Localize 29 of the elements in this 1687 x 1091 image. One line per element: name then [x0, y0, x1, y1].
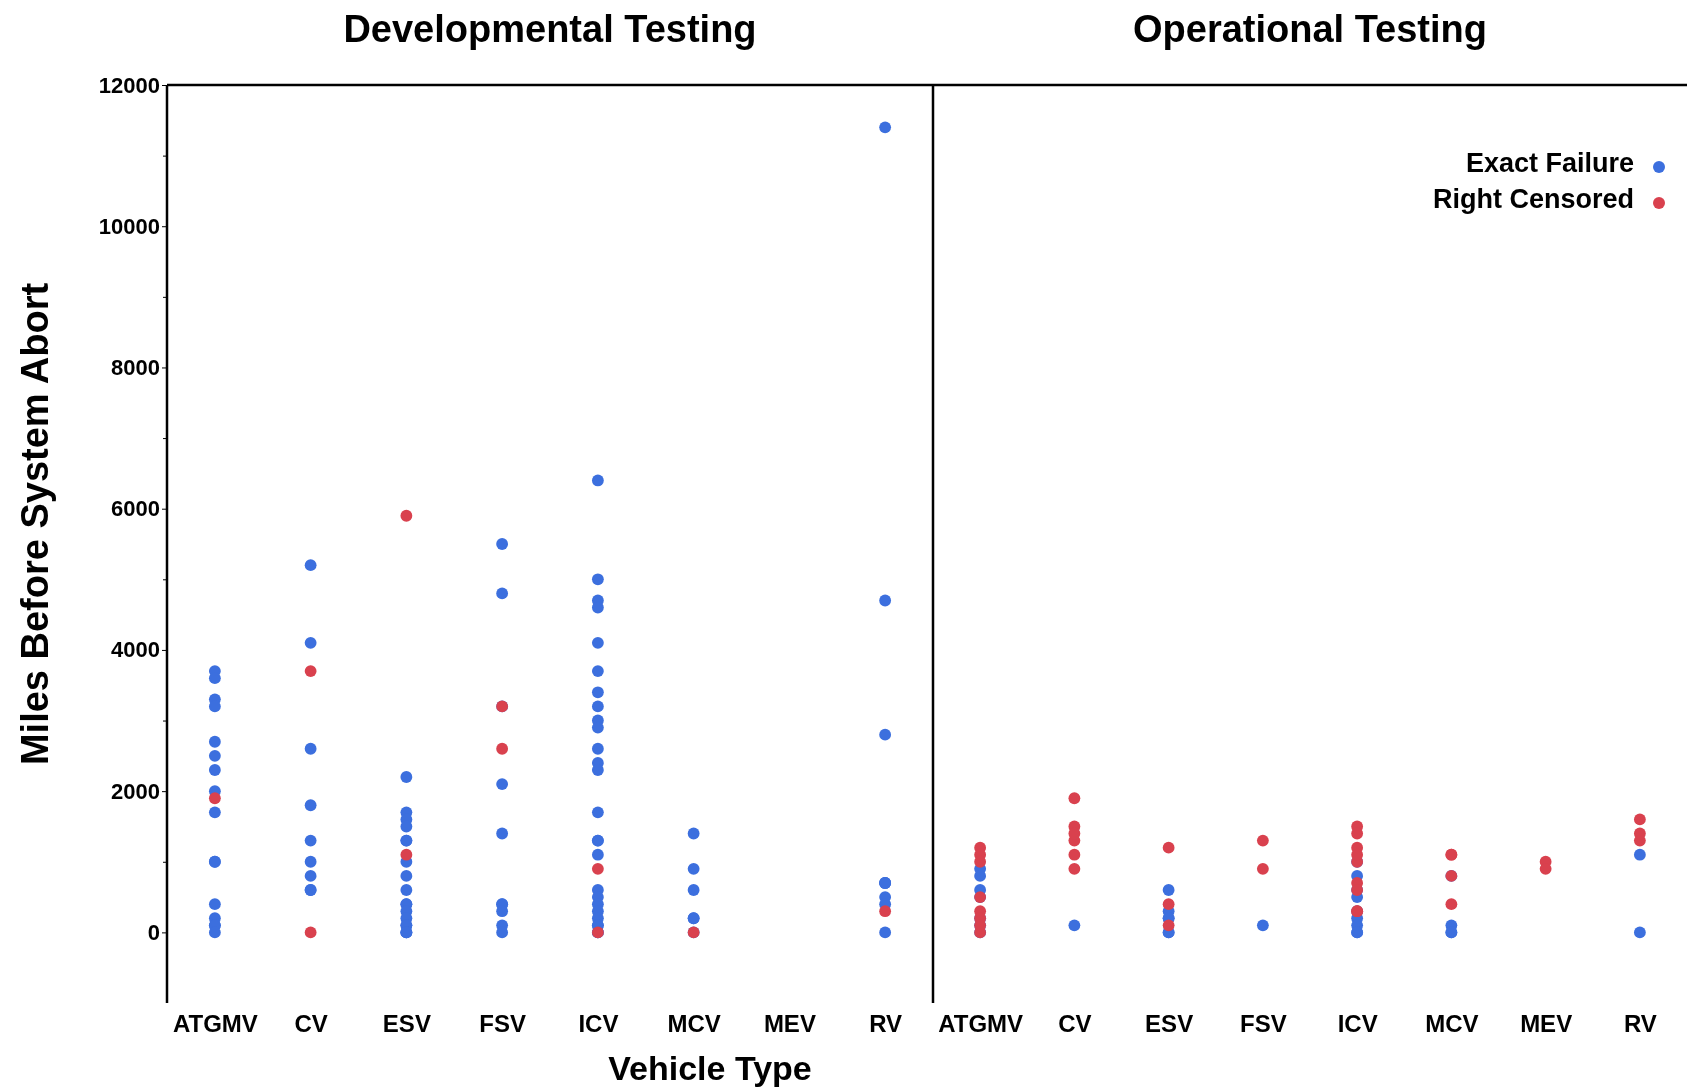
- x-tick-label: ATGMV: [172, 1010, 258, 1038]
- y-tick-label: 0: [147, 919, 160, 945]
- x-tick-label: FSV: [1240, 1010, 1287, 1038]
- x-tick-label: FSV: [479, 1010, 526, 1038]
- y-tick-label: 10000: [98, 213, 160, 239]
- y-tick-label: 6000: [111, 496, 160, 522]
- legend-label: Exact Failure: [1465, 148, 1634, 179]
- x-tick-label: ATGMV: [938, 1010, 1024, 1038]
- x-tick-label: RV: [869, 1010, 903, 1038]
- x-tick-label: ICV: [1337, 1010, 1378, 1038]
- x-tick-label: MCV: [1425, 1010, 1479, 1038]
- x-tick-label: RV: [1623, 1010, 1657, 1038]
- x-tick-label: CV: [294, 1010, 328, 1038]
- x-tick-label: MEV: [763, 1010, 816, 1038]
- chart-title: Developmental Testing: [343, 8, 757, 50]
- y-axis-title: Miles Before System Abort: [14, 282, 56, 766]
- x-axis-title: Vehicle Type: [608, 1049, 812, 1087]
- y-tick-label: 8000: [111, 355, 160, 380]
- x-tick-label: ESV: [1145, 1010, 1194, 1038]
- x-tick-label: ESV: [382, 1010, 431, 1038]
- chart-title: Operational Testing: [1132, 8, 1488, 50]
- x-tick-label: ICV: [578, 1010, 619, 1038]
- x-tick-label: MCV: [667, 1010, 721, 1038]
- y-tick-label: 12000: [98, 72, 160, 98]
- x-tick-label: CV: [1058, 1010, 1092, 1038]
- legend-label: Right Censored: [1432, 184, 1634, 215]
- y-tick-label: 2000: [111, 778, 160, 804]
- x-tick-label: MEV: [1520, 1010, 1573, 1038]
- y-tick-label: 4000: [111, 637, 160, 663]
